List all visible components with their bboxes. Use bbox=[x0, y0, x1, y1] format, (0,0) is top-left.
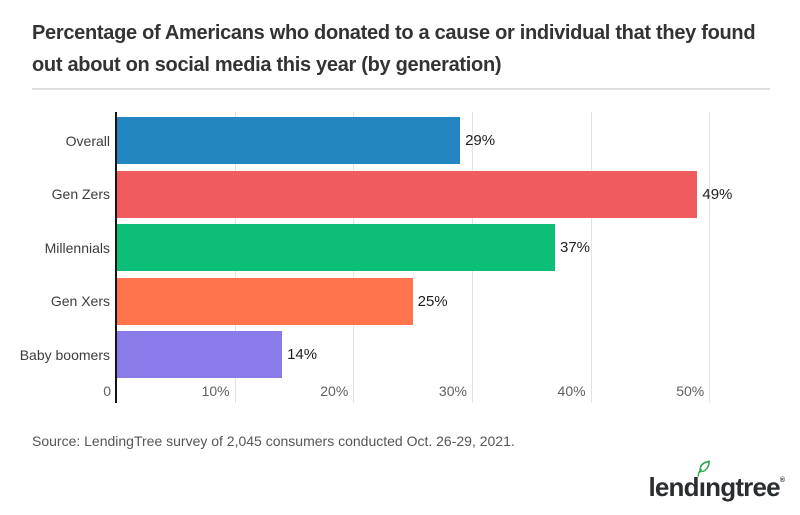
bar-row: 29% bbox=[116, 117, 765, 164]
bars: 29% 49% 37% 25% 14% bbox=[116, 112, 765, 378]
logo-text-suffix: ngtree bbox=[705, 472, 780, 502]
category-label: Baby boomers bbox=[19, 346, 110, 363]
logo-text-prefix: lend bbox=[648, 472, 699, 502]
x-tick-label: 0 bbox=[103, 383, 111, 399]
y-axis-line bbox=[115, 112, 117, 403]
x-tick-label: 40% bbox=[557, 383, 586, 399]
source-note: Source: LendingTree survey of 2,045 cons… bbox=[32, 433, 515, 449]
bar-value-label: 29% bbox=[465, 132, 496, 149]
leaf-icon bbox=[697, 460, 710, 477]
category-labels: Overall Gen Zers Millennials Gen Xers Baby b… bbox=[19, 112, 116, 403]
bar-chart: Overall Gen Zers Millennials Gen Xers Baby b… bbox=[19, 112, 765, 403]
bar-millennials bbox=[116, 224, 555, 271]
category-label: Gen Xers bbox=[50, 293, 110, 309]
x-tick-label: 20% bbox=[320, 383, 349, 399]
category-label: Overall bbox=[65, 132, 110, 149]
bar-value-label: 14% bbox=[287, 346, 318, 363]
category-label: Millennials bbox=[44, 239, 110, 256]
bar-row: 49% bbox=[116, 170, 765, 218]
gridline bbox=[590, 112, 592, 403]
bar-value-label: 37% bbox=[559, 239, 591, 256]
bar-value-label: 49% bbox=[702, 185, 733, 203]
bar-row: 14% bbox=[116, 331, 765, 378]
bar-row: 37% bbox=[116, 224, 765, 271]
x-tick-label: 50% bbox=[676, 383, 705, 399]
x-axis-ticks: 0 10% 20% 30% 40% 50% bbox=[103, 379, 765, 403]
bar-overall bbox=[116, 117, 461, 164]
bar-value-label: 25% bbox=[417, 292, 448, 310]
x-tick-label: 30% bbox=[438, 383, 467, 399]
bar-baby-boomers bbox=[116, 331, 283, 378]
lendingtree-logo: lend ıngtree® bbox=[648, 460, 785, 502]
bar-row: 25% bbox=[116, 277, 765, 325]
title-divider bbox=[32, 88, 770, 90]
x-tick-label: 10% bbox=[201, 383, 230, 399]
category-label: Gen Zers bbox=[51, 186, 110, 202]
bar-gen-zers bbox=[116, 170, 698, 218]
chart-title: Percentage of Americans who donated to a… bbox=[32, 22, 756, 76]
plot-area: 29% 49% 37% 25% 14% 0 10% 20% 30% 40% 50% bbox=[103, 112, 765, 403]
registered-mark: ® bbox=[779, 477, 785, 484]
bar-gen-xers bbox=[116, 277, 413, 325]
gridline bbox=[709, 112, 711, 403]
logo-letter-i-glyph: ı bbox=[698, 472, 706, 502]
logo-letter-i: ı bbox=[697, 460, 710, 502]
